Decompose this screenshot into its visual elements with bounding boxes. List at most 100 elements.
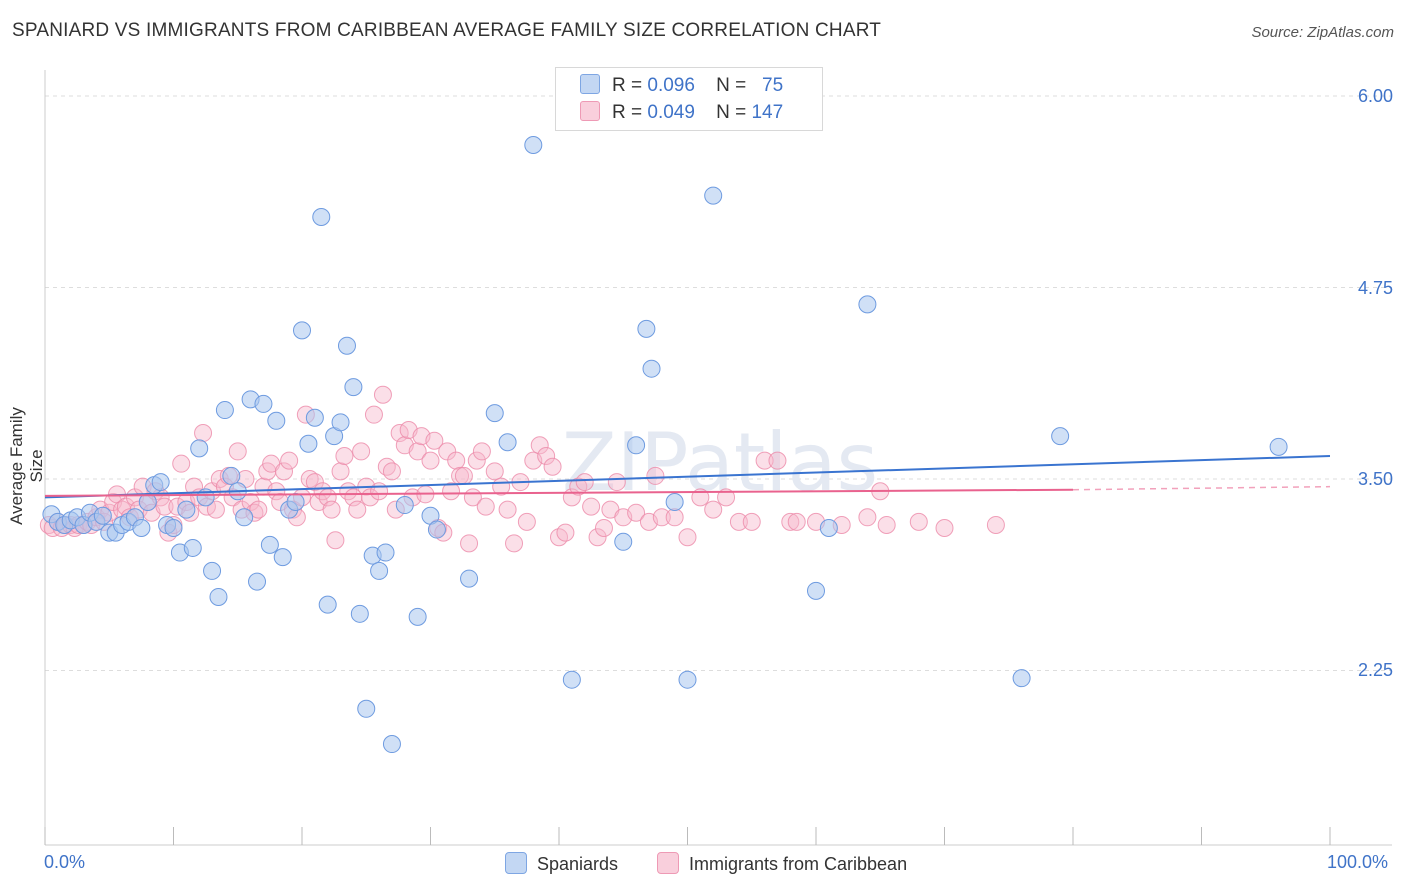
legend-row-spaniards: R = 0.096 N = 75 <box>580 74 783 100</box>
point-caribbean <box>335 447 354 466</box>
point-spaniards <box>350 604 369 623</box>
point-spaniards <box>305 408 324 427</box>
point-caribbean <box>155 497 174 516</box>
point-caribbean <box>594 519 613 538</box>
point-spaniards <box>151 473 170 492</box>
point-spaniards <box>819 519 838 538</box>
point-caribbean <box>467 451 486 470</box>
r-label: R = <box>612 75 643 96</box>
point-caribbean <box>986 515 1005 534</box>
point-caribbean <box>768 451 787 470</box>
point-spaniards <box>627 436 646 455</box>
point-spaniards <box>190 439 209 458</box>
blue-swatch <box>505 852 527 874</box>
point-caribbean <box>588 528 607 547</box>
point-spaniards <box>562 670 581 689</box>
r-value: 0.096 <box>647 75 695 96</box>
point-spaniards <box>254 394 273 413</box>
point-caribbean <box>425 431 444 450</box>
point-caribbean <box>530 436 549 455</box>
point-caribbean <box>364 405 383 424</box>
y-tick-6.00: 6.00 <box>1357 86 1393 106</box>
point-caribbean <box>678 528 697 547</box>
point-spaniards <box>344 378 363 397</box>
point-caribbean <box>607 473 626 492</box>
point-caribbean <box>498 500 517 519</box>
point-spaniards <box>376 543 395 562</box>
watermark: ZIPatlas <box>562 416 878 509</box>
point-caribbean <box>194 424 213 443</box>
point-spaniards <box>637 319 656 338</box>
point-caribbean <box>460 534 479 553</box>
point-caribbean <box>382 462 401 481</box>
point-caribbean <box>569 477 588 496</box>
point-caribbean <box>206 500 225 519</box>
point-caribbean <box>517 512 536 531</box>
point-spaniards <box>337 336 356 355</box>
point-spaniards <box>286 492 305 511</box>
point-spaniards <box>318 595 337 614</box>
point-spaniards <box>382 735 401 754</box>
point-spaniards <box>858 295 877 314</box>
point-spaniards <box>299 434 318 453</box>
point-caribbean <box>331 462 350 481</box>
point-caribbean <box>280 451 299 470</box>
point-spaniards <box>1269 437 1288 456</box>
point-caribbean <box>691 488 710 507</box>
point-spaniards <box>248 572 267 591</box>
point-caribbean <box>373 385 392 404</box>
point-spaniards <box>460 569 479 588</box>
point-caribbean <box>228 442 247 461</box>
point-spaniards <box>408 607 427 626</box>
point-caribbean <box>421 451 440 470</box>
point-caribbean <box>300 470 319 488</box>
legend-item-caribbean[interactable]: Immigrants from Caribbean <box>657 852 907 875</box>
point-caribbean <box>909 512 928 531</box>
point-spaniards <box>215 401 234 420</box>
point-caribbean <box>485 462 504 481</box>
point-caribbean <box>742 512 761 531</box>
point-caribbean <box>781 512 800 531</box>
point-spaniards <box>642 359 661 378</box>
point-caribbean <box>326 531 345 550</box>
point-caribbean <box>352 442 371 461</box>
y-axis-label: Average Family Size <box>7 407 46 525</box>
x-tick-max: 100.0% <box>1327 852 1389 872</box>
point-caribbean <box>729 512 748 531</box>
point-spaniards <box>209 587 228 606</box>
point-spaniards <box>222 466 241 485</box>
point-spaniards <box>370 561 389 580</box>
point-caribbean <box>556 523 575 542</box>
y-tick-2.25: 2.25 <box>1357 660 1393 680</box>
point-caribbean <box>408 442 427 461</box>
point-spaniards <box>807 581 825 600</box>
point-caribbean <box>550 528 568 547</box>
point-caribbean <box>652 508 671 527</box>
legend-item-spaniards[interactable]: Spaniards <box>505 852 618 875</box>
point-spaniards <box>678 670 697 689</box>
point-spaniards <box>498 433 517 452</box>
n-value: 147 <box>751 102 784 123</box>
y-tick-3.50: 3.50 <box>1357 469 1393 489</box>
legend-label: Immigrants from Caribbean <box>689 854 908 874</box>
point-caribbean <box>582 497 601 516</box>
point-spaniards <box>704 186 723 205</box>
point-caribbean <box>322 500 341 519</box>
legend-row-caribbean: R = 0.049 N = 147 <box>580 101 783 127</box>
chart-title: SPANIARD VS IMMIGRANTS FROM CARIBBEAN AV… <box>12 20 882 41</box>
point-spaniards <box>665 492 684 511</box>
point-spaniards <box>524 136 543 155</box>
pink-swatch <box>657 852 679 874</box>
point-spaniards <box>485 404 504 423</box>
point-caribbean <box>665 508 684 527</box>
pink-swatch <box>580 101 600 121</box>
y-tick-4.75: 4.75 <box>1357 278 1393 298</box>
point-caribbean <box>348 500 367 519</box>
point-caribbean <box>935 519 954 538</box>
source-label: Source: ZipAtlas.com <box>1251 24 1394 41</box>
point-spaniards <box>312 208 331 227</box>
point-spaniards <box>293 321 311 340</box>
point-caribbean <box>305 473 324 492</box>
point-spaniards <box>357 699 376 718</box>
